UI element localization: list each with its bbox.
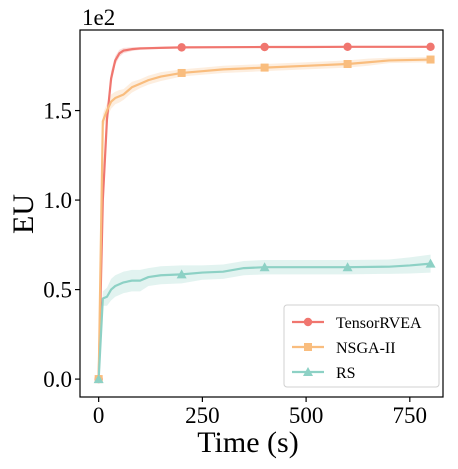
tensorrvea-marker: [343, 42, 352, 52]
y-tick-label: 0.0: [43, 367, 72, 392]
rs-marker: [425, 258, 436, 268]
nsga-ii-band: [98, 56, 431, 380]
x-axis-ticks: 0 250 500 750: [93, 397, 427, 428]
nsga-ii-line: [97, 58, 431, 380]
legend-marker-nsga-ii: [304, 343, 312, 351]
y-axis-multiplier: 1e2: [82, 5, 115, 30]
y-tick-label: 1.5: [43, 99, 72, 124]
y-tick-label: 0.5: [43, 278, 72, 303]
tensorrvea-marker: [177, 43, 186, 52]
nsga-ii-marker: [260, 63, 269, 72]
rs-marker: [93, 374, 104, 384]
x-tick-label: 0: [93, 403, 105, 428]
legend-box: [283, 304, 440, 388]
plot-frame: [79, 29, 444, 398]
x-axis-label: Time (s): [197, 426, 298, 459]
rs-marker: [176, 269, 187, 279]
tensorrvea-marker: [260, 42, 269, 52]
nsga-ii-marker: [343, 60, 352, 69]
legend-label-nsga-ii: NSGA-II: [336, 340, 396, 357]
y-axis-ticks: 0.0 0.5 1.0 1.5: [43, 99, 80, 392]
x-tick-label: 250: [185, 403, 220, 428]
tensorrvea-line: [97, 45, 431, 380]
legend: TensorRVEA NSGA-II RS: [283, 304, 440, 388]
legend-label-rs: RS: [336, 365, 356, 382]
nsga-ii-marker: [426, 55, 435, 64]
legend-marker-rs: [303, 367, 313, 376]
legend-marker-tensorrvea: [303, 317, 313, 327]
nsga-ii-marker: [177, 68, 186, 77]
rs-marker: [259, 262, 270, 272]
x-tick-label: 750: [393, 403, 428, 428]
x-tick-label: 500: [289, 403, 324, 428]
series-markers: [93, 42, 436, 384]
tensorrvea-marker: [426, 42, 435, 52]
legend-label-tensorrvea: TensorRVEA: [336, 315, 422, 332]
y-tick-label: 1.0: [43, 188, 72, 213]
y-axis-label: EU: [7, 194, 40, 234]
rs-marker: [342, 262, 353, 272]
